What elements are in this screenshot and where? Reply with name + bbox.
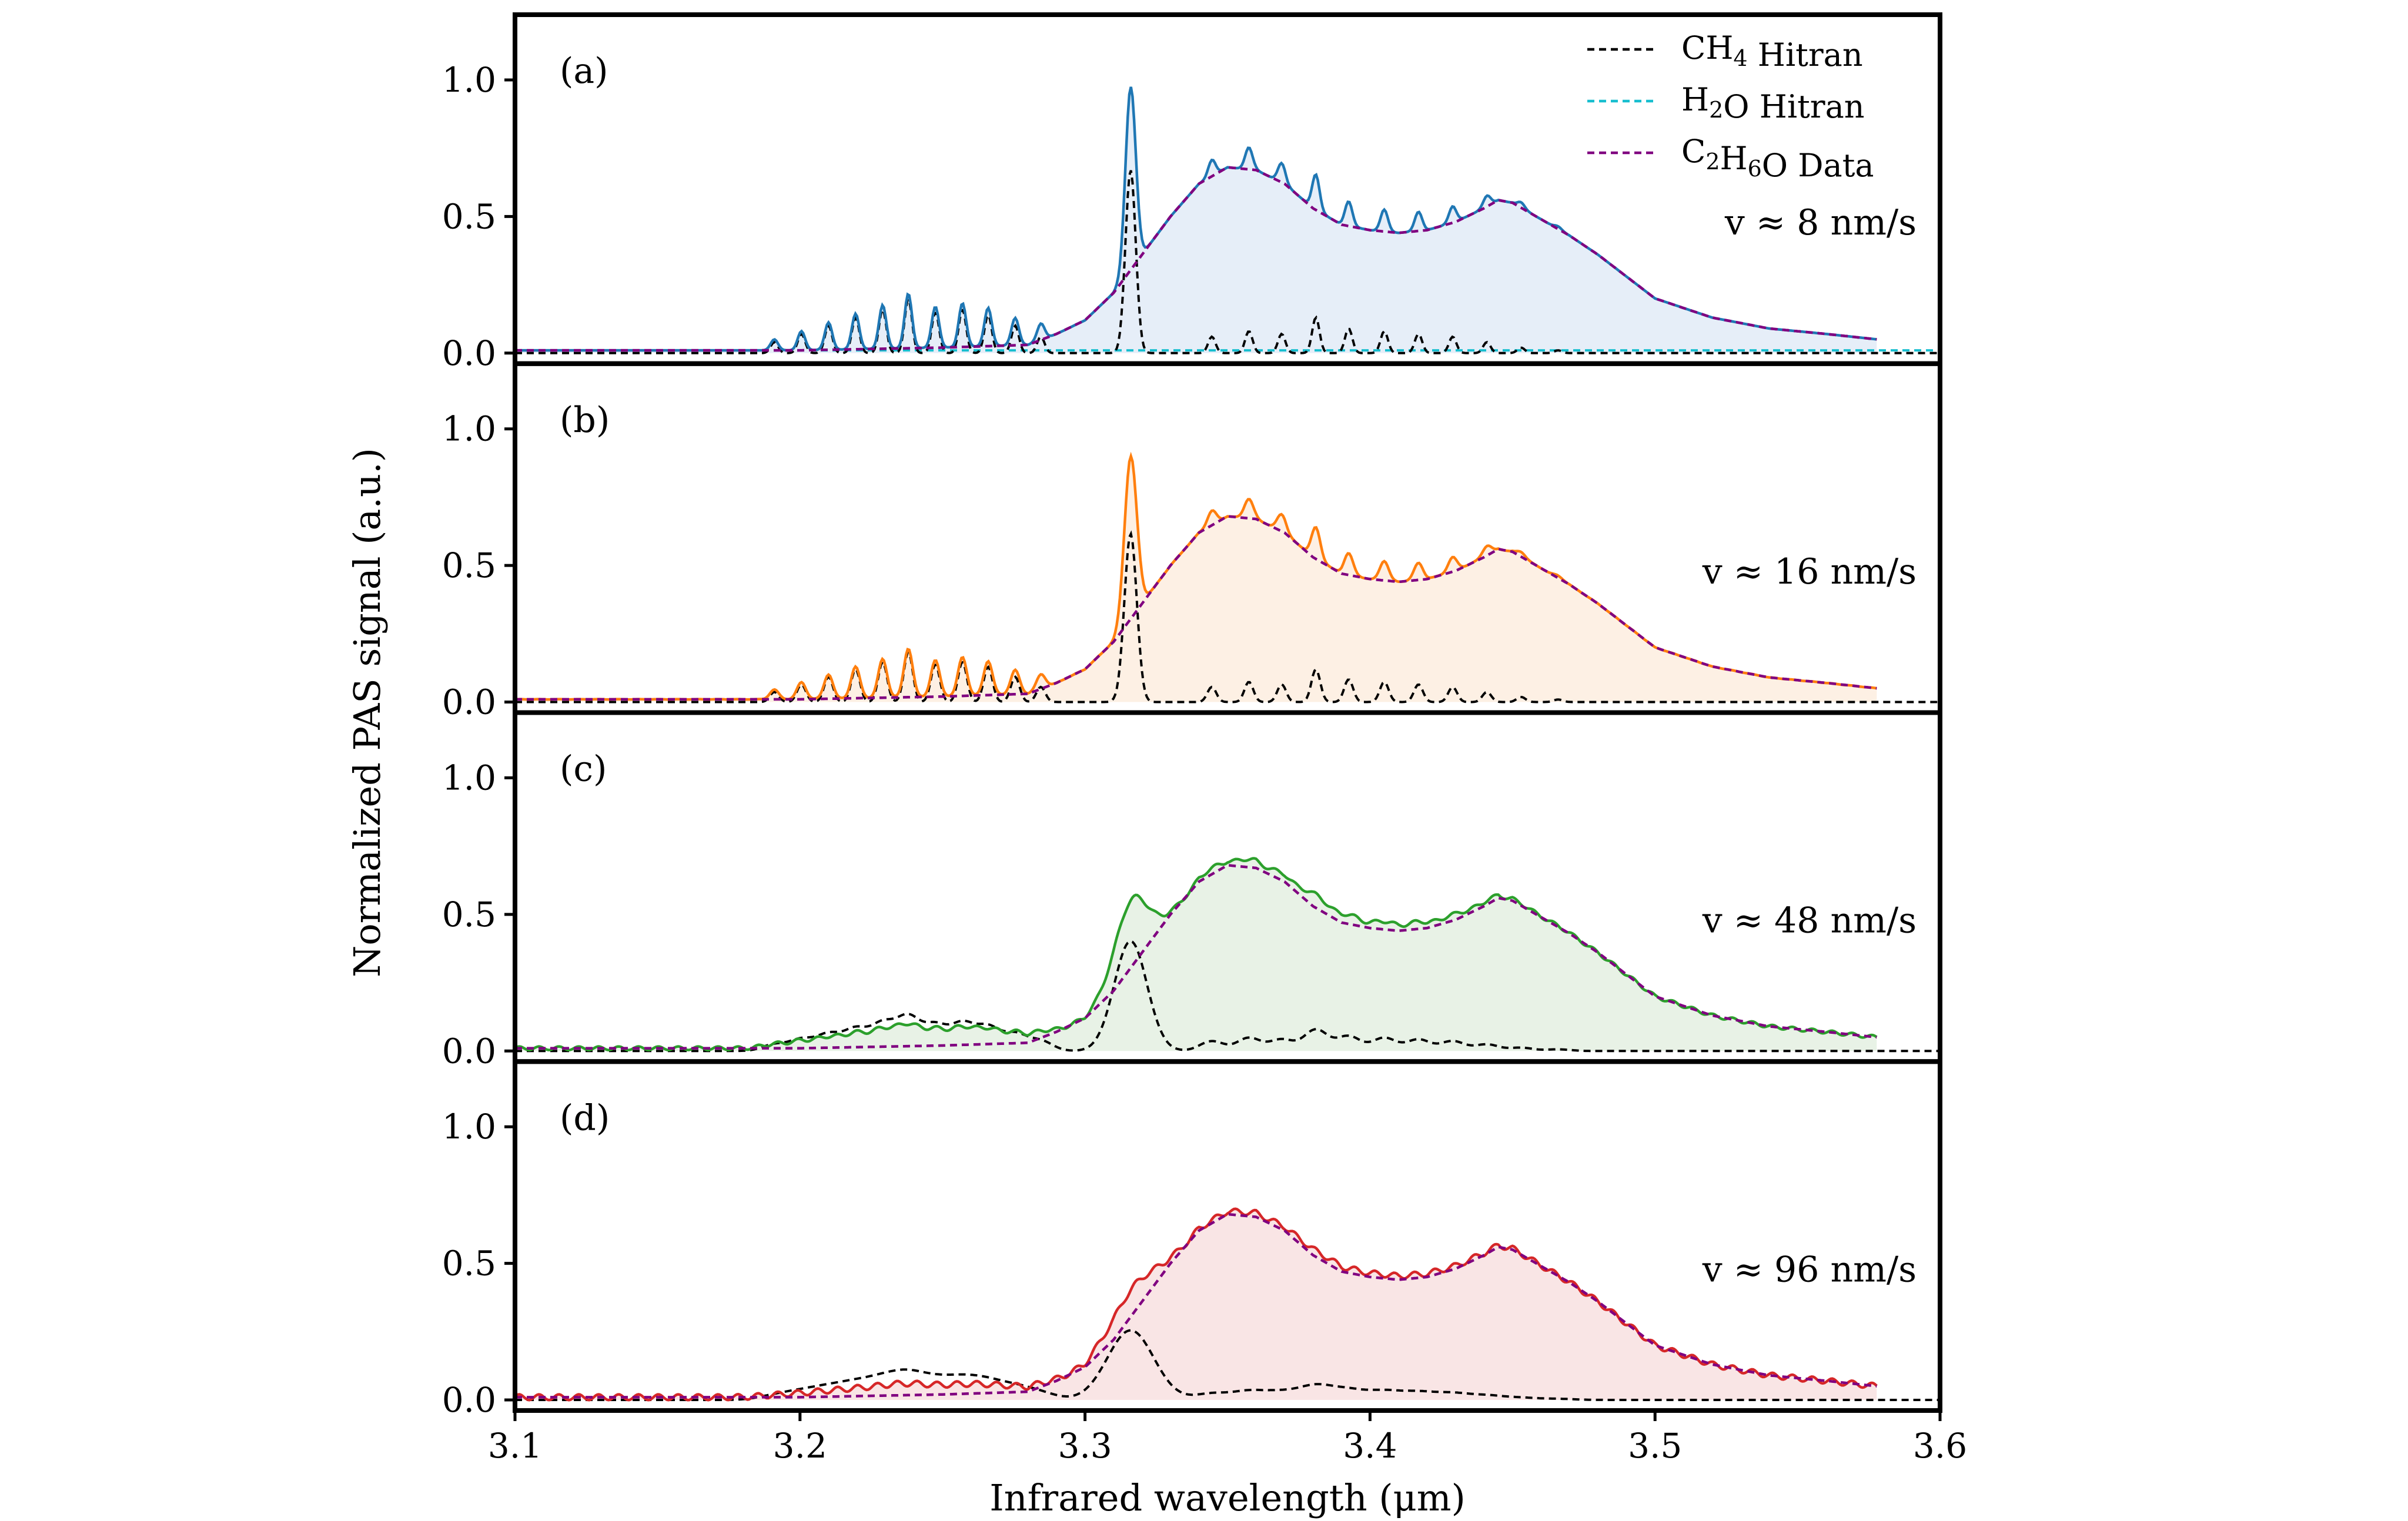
y-tick-label: 0.0 bbox=[442, 1031, 496, 1071]
legend-label: H2O Hitran bbox=[1681, 81, 1865, 125]
y-tick-label: 0.5 bbox=[442, 545, 496, 585]
panel-label: (c) bbox=[560, 749, 607, 790]
y-tick-label: 1.0 bbox=[442, 1107, 496, 1147]
speed-label: v ≈ 48 nm/s bbox=[1702, 900, 1917, 942]
signal-fill bbox=[515, 858, 1877, 1051]
speed-label: v ≈ 8 nm/s bbox=[1724, 202, 1917, 243]
x-tick-label: 3.5 bbox=[1628, 1426, 1682, 1466]
c2h6o-data-line bbox=[515, 1212, 1877, 1399]
legend-label: CH4 Hitran bbox=[1681, 29, 1863, 73]
legend: CH4 Hitran H2O Hitran C2H6O Data bbox=[1587, 29, 1874, 184]
x-tick-label: 3.2 bbox=[773, 1426, 827, 1466]
panel-label: (a) bbox=[560, 51, 608, 92]
panel-a: 0.0 0.5 1.0 (a) v ≈ 8 nm/s bbox=[442, 12, 1942, 373]
legend-entry: H2O Hitran bbox=[1587, 81, 1865, 125]
speed-label: v ≈ 96 nm/s bbox=[1702, 1249, 1917, 1290]
x-tick-label: 3.6 bbox=[1913, 1426, 1967, 1466]
y-tick-label: 1.0 bbox=[442, 409, 496, 449]
speed-label: v ≈ 16 nm/s bbox=[1702, 551, 1917, 592]
panel-b: 0.0 0.5 1.0 (b) v ≈ 16 nm/s bbox=[442, 361, 1942, 722]
y-tick-label: 0.0 bbox=[442, 1380, 496, 1420]
panel-label: (d) bbox=[560, 1097, 610, 1138]
x-tick-label: 3.4 bbox=[1343, 1426, 1397, 1466]
y-axis-title: Normalized PAS signal (a.u.) bbox=[346, 448, 389, 977]
signal-fill bbox=[515, 1208, 1877, 1401]
x-tick-label: 3.3 bbox=[1058, 1426, 1112, 1466]
y-tick-label: 0.0 bbox=[442, 682, 496, 722]
ch4-hitran-line bbox=[515, 940, 1940, 1053]
x-axis-title: Infrared wavelength (μm) bbox=[989, 1476, 1466, 1519]
y-tick-label: 0.5 bbox=[442, 196, 496, 236]
c2h6o-data-line bbox=[515, 863, 1877, 1050]
x-tick-label: 3.1 bbox=[488, 1426, 542, 1466]
legend-label: C2H6O Data bbox=[1681, 133, 1874, 184]
c2h6o-data-line bbox=[515, 515, 1877, 701]
signal-fill bbox=[515, 86, 1877, 353]
legend-entry: C2H6O Data bbox=[1587, 133, 1874, 184]
panel-label: (b) bbox=[560, 400, 610, 441]
x-axis: 3.1 3.2 3.3 3.4 3.5 3.6 bbox=[488, 1411, 1967, 1466]
y-tick-label: 0.0 bbox=[442, 333, 496, 373]
y-tick-label: 1.0 bbox=[442, 758, 496, 798]
panel-c: 0.0 0.5 1.0 (c) v ≈ 48 nm/s bbox=[442, 710, 1942, 1071]
ch4-hitran-line bbox=[515, 170, 1940, 354]
signal-fill bbox=[515, 456, 1877, 702]
c2h6o-data-line bbox=[515, 166, 1877, 352]
panels-layer: 0.0 0.5 1.0 (a) v ≈ 8 nm/s 0.0 0.5 1.0 (b) v ≈ 16… bbox=[442, 12, 1942, 1420]
ch4-hitran-line bbox=[515, 530, 1940, 703]
y-tick-label: 1.0 bbox=[442, 60, 496, 100]
y-tick-label: 0.5 bbox=[442, 1244, 496, 1284]
y-tick-label: 0.5 bbox=[442, 894, 496, 934]
panel-d: 0.0 0.5 1.0 (d) v ≈ 96 nm/s bbox=[442, 1059, 1942, 1420]
panel-frame bbox=[513, 1059, 1942, 1413]
legend-entry: CH4 Hitran bbox=[1587, 29, 1863, 73]
